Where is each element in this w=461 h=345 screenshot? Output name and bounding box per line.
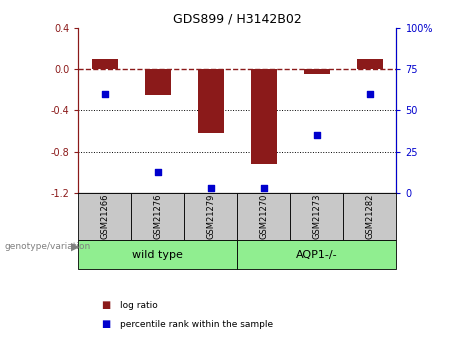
Text: genotype/variation: genotype/variation — [5, 242, 91, 251]
Text: GSM21266: GSM21266 — [100, 194, 109, 239]
Point — [154, 169, 162, 175]
Text: AQP1-/-: AQP1-/- — [296, 250, 338, 260]
Bar — [357, 59, 383, 69]
Text: ■: ■ — [101, 319, 111, 329]
Point — [260, 186, 267, 191]
Text: percentile rank within the sample: percentile rank within the sample — [120, 320, 273, 329]
Title: GDS899 / H3142B02: GDS899 / H3142B02 — [173, 12, 302, 25]
Text: GSM21273: GSM21273 — [313, 194, 321, 239]
Bar — [343, 193, 396, 240]
Text: GSM21282: GSM21282 — [366, 194, 374, 239]
Text: ■: ■ — [101, 300, 111, 310]
Bar — [237, 240, 396, 269]
Bar — [184, 193, 237, 240]
Text: GSM21276: GSM21276 — [154, 194, 162, 239]
Point — [207, 186, 214, 191]
Bar — [237, 193, 290, 240]
Point — [101, 91, 109, 97]
Bar — [92, 59, 118, 69]
Bar — [290, 193, 343, 240]
Text: log ratio: log ratio — [120, 301, 158, 310]
Point — [313, 132, 320, 138]
Bar — [198, 69, 224, 133]
Text: GSM21270: GSM21270 — [260, 194, 268, 239]
Bar — [304, 69, 330, 74]
Bar — [78, 240, 237, 269]
Bar — [145, 69, 171, 95]
Point — [366, 91, 373, 97]
Bar — [251, 69, 277, 164]
Bar — [78, 193, 131, 240]
Text: wild type: wild type — [132, 250, 183, 260]
Text: GSM21279: GSM21279 — [207, 194, 215, 239]
Text: ▶: ▶ — [71, 242, 80, 252]
Bar — [131, 193, 184, 240]
